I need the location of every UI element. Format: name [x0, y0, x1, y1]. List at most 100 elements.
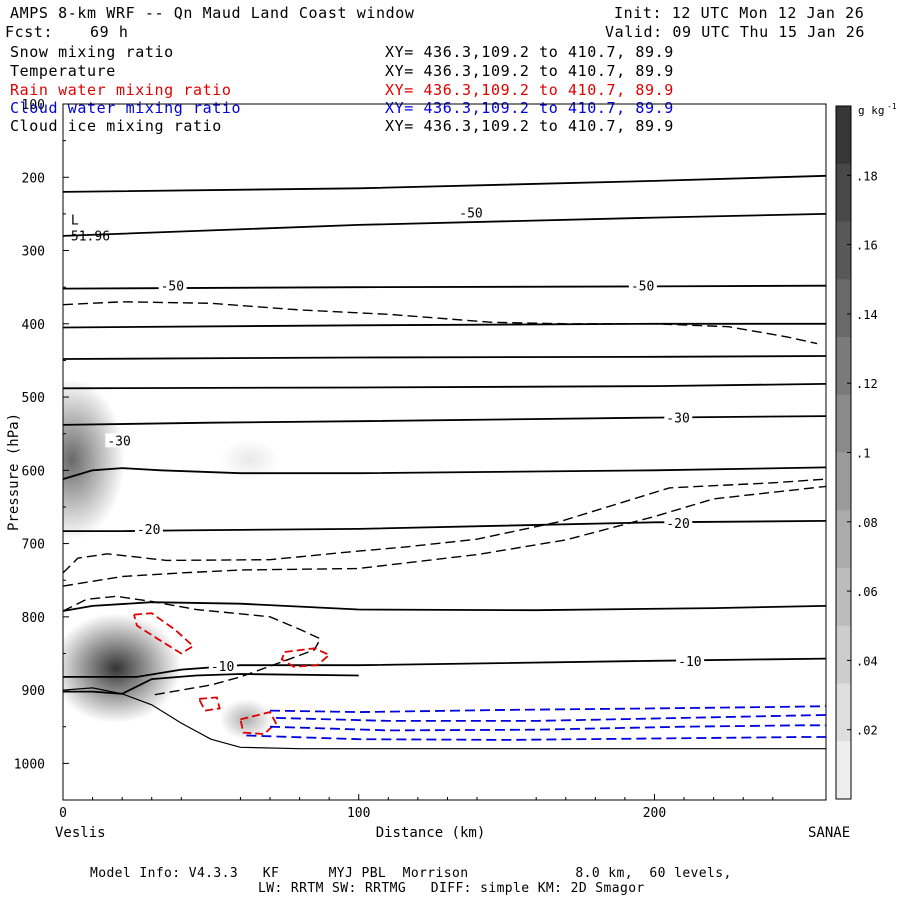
terrain-line: [63, 687, 826, 750]
cloud-water-contour: [275, 714, 826, 722]
temperature-contour-label: -20: [666, 517, 689, 532]
legend-cloud-ice-name: Cloud ice mixing ratio: [10, 117, 222, 135]
colorbar-segment: [836, 106, 851, 165]
cloud-water-contour: [269, 705, 826, 714]
y-tick-label: 900: [22, 684, 45, 699]
colorbar-unit-exponent: -1: [887, 102, 897, 111]
rain-contour: [239, 711, 278, 736]
model-physics: LW: RRTM SW: RRTMG DIFF: simple KM: 2D S…: [258, 881, 645, 896]
low-marker-value: 51.96: [71, 229, 110, 244]
temperature-contour-label: -10: [211, 660, 234, 675]
y-tick-label: 700: [22, 538, 45, 553]
x-tick-label: 0: [59, 806, 67, 821]
colorbar-tick-label: .06: [856, 585, 878, 599]
colorbar-segment: [836, 510, 851, 569]
title: AMPS 8-km WRF -- Qn Maud Land Coast wind…: [10, 4, 415, 22]
snow-contour: [63, 595, 322, 696]
y-tick-label: 1000: [14, 757, 45, 772]
rain-contour: [198, 696, 221, 712]
y-tick-label: 600: [22, 464, 45, 479]
model-info: Model Info: V4.3.3 KF MYJ PBL Morrison 8…: [90, 866, 732, 881]
colorbar-segment: [836, 625, 851, 684]
temperature-contour-label: -10: [678, 655, 701, 670]
temperature-contour: [63, 174, 826, 193]
legend-snow-xy: XY= 436.3,109.2 to 410.7, 89.9: [385, 43, 674, 61]
temperature-contour-label: -50: [459, 206, 482, 221]
cloud-water-contour: [246, 734, 826, 741]
init-time: Init: 12 UTC Mon 12 Jan 26: [614, 4, 865, 22]
forecast-label: Fcst:: [5, 23, 54, 41]
legend-cloud-ice-xy: XY= 436.3,109.2 to 410.7, 89.9: [385, 117, 674, 135]
temperature-contour: [63, 213, 826, 237]
temperature-contour: [63, 284, 826, 290]
contour-label-bg: [208, 658, 237, 673]
contour-label-bg: [676, 653, 705, 668]
colorbar-unit: g kg: [858, 104, 885, 117]
contour-label-bg: [134, 521, 163, 536]
x-tick-label: 200: [643, 806, 666, 821]
colorbar-segment: [836, 683, 851, 742]
temperature-contour: [63, 657, 826, 678]
temperature-contour: [63, 383, 826, 390]
rain-contour: [280, 647, 331, 668]
colorbar-segment: [836, 279, 851, 338]
colorbar-segment: [836, 394, 851, 453]
temperature-contour-label: -30: [666, 412, 689, 427]
legend-rain-xy: XY= 436.3,109.2 to 410.7, 89.9: [385, 81, 674, 99]
snow-shading-blob: [63, 378, 126, 540]
colorbar-tick-label: .02: [856, 724, 878, 738]
legend-rain-name: Rain water mixing ratio: [10, 81, 232, 99]
temperature-contour: [63, 322, 826, 329]
colorbar-tick-label: .1: [856, 447, 870, 461]
contour-label-bg: [457, 205, 486, 220]
x-tick-label: 100: [347, 806, 370, 821]
colorbar-tick-label: .12: [856, 377, 878, 391]
temperature-contour: [63, 673, 359, 695]
valid-time: Valid: 09 UTC Thu 15 Jan 26: [605, 23, 866, 41]
contour-label-bg: [628, 278, 657, 293]
contour-label-bg: [664, 516, 693, 531]
snow-shading-blob: [219, 438, 279, 480]
x-axis-label: Distance (km): [376, 825, 486, 841]
temperature-contour-label: -20: [137, 523, 160, 538]
colorbar-segment: [836, 741, 851, 800]
plot-area: [63, 174, 826, 750]
y-tick-label: 400: [22, 318, 45, 333]
colorbar-tick-label: .04: [856, 654, 878, 668]
temperature-contour: [63, 355, 826, 360]
low-marker-letter: L: [71, 213, 79, 228]
cloud-ice-contour: [63, 301, 818, 345]
legend-snow-name: Snow mixing ratio: [10, 43, 174, 61]
colorbar-tick-label: .16: [856, 239, 878, 253]
snow-shading-blob: [63, 613, 182, 724]
legend-temperature-xy: XY= 436.3,109.2 to 410.7, 89.9: [385, 62, 674, 80]
cloud-water-contour: [269, 724, 826, 732]
y-tick-label: 500: [22, 391, 45, 406]
colorbar-segment: [836, 337, 851, 396]
rain-contour: [133, 612, 195, 655]
snow-contour: [63, 478, 826, 574]
cloud-ice-contour: [63, 485, 826, 587]
temperature-contour-label: -50: [631, 280, 654, 295]
colorbar-segment: [836, 221, 851, 280]
snow-shading-blob: [219, 698, 273, 740]
colorbar-segment: [836, 163, 851, 222]
temperature-contour: [63, 601, 826, 612]
temperature-contour: [63, 466, 826, 480]
colorbar-tick-label: .08: [856, 516, 878, 530]
temperature-contour-label: -30: [107, 434, 130, 449]
x-start-label: Veslis: [55, 825, 106, 841]
colorbar-segment: [836, 452, 851, 511]
y-tick-label: 300: [22, 245, 45, 260]
y-axis-label: Pressure (hPa): [6, 413, 22, 531]
y-tick-label: 200: [22, 171, 45, 186]
temperature-contour-label: -50: [161, 280, 184, 295]
plot-frame: [62, 103, 827, 801]
temperature-contour: [63, 520, 826, 532]
x-end-label: SANAE: [808, 825, 850, 841]
colorbar-tick-label: .18: [856, 169, 878, 183]
temperature-contour: [63, 415, 826, 426]
legend-temperature-name: Temperature: [10, 62, 116, 80]
colorbar-segment: [836, 568, 851, 627]
